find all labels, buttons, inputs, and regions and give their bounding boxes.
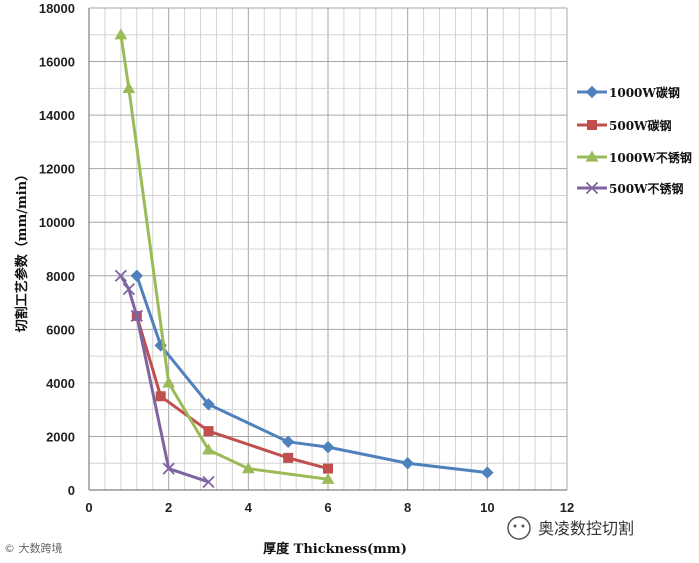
y-tick-label: 16000 [39, 55, 75, 70]
data-point [203, 426, 214, 437]
series-group [114, 28, 494, 489]
data-point [202, 475, 215, 489]
wechat-icon [507, 516, 531, 540]
y-tick-label: 18000 [39, 1, 75, 16]
data-point [241, 462, 255, 474]
legend: 1000W碳钢 500W碳钢 1000W不锈钢 500W不锈钢 [577, 85, 692, 196]
y-tick-label: 14000 [39, 108, 75, 123]
legend-item: 1000W不锈钢 [577, 150, 692, 165]
data-point [401, 457, 414, 470]
x-tick-label: 8 [404, 500, 411, 515]
data-point [323, 463, 333, 474]
brand-watermark: 奥凌数控切割 [507, 516, 634, 540]
grid [88, 7, 568, 491]
x-tick-label: 12 [560, 500, 574, 515]
legend-item: 500W碳钢 [577, 118, 672, 133]
legend-marker [585, 150, 599, 162]
data-point [162, 376, 176, 388]
data-point [481, 466, 494, 479]
series-4 [114, 269, 215, 489]
y-tick-label: 4000 [46, 376, 75, 391]
y-tick-label: 12000 [39, 162, 75, 177]
marker-stroke [114, 269, 128, 282]
y-tick-label: 2000 [46, 429, 75, 444]
marker-stroke [585, 181, 599, 195]
data-point [283, 452, 294, 463]
marker-stroke [122, 283, 135, 296]
legend-label: 1000W碳钢 [609, 85, 680, 100]
legend-label: 500W不锈钢 [609, 181, 684, 196]
legend-item: 1000W碳钢 [577, 85, 680, 100]
brand-watermark-text: 奥凌数控切割 [538, 519, 634, 538]
data-point [162, 462, 175, 475]
marker-stroke [202, 475, 215, 489]
data-point [114, 269, 128, 282]
corner-watermark: © 大数跨境 [4, 541, 63, 555]
legend-item: 500W不锈钢 [577, 181, 684, 196]
marker-stroke [162, 462, 175, 475]
data-point [202, 398, 215, 411]
x-tick-label: 0 [85, 500, 92, 515]
x-tick-label: 6 [324, 500, 331, 515]
x-axis-title: 厚度 Thickness(mm) [263, 541, 407, 557]
data-point [321, 472, 335, 484]
legend-marker [585, 85, 599, 99]
data-point [114, 28, 128, 40]
series-3 [114, 28, 335, 484]
y-tick-label: 6000 [46, 322, 75, 337]
legend-label: 500W碳钢 [609, 118, 672, 133]
marker-stroke [130, 309, 143, 323]
data-point [321, 440, 335, 454]
data-point [130, 269, 144, 282]
x-tick-label: 4 [245, 500, 253, 515]
x-tick-label: 10 [480, 500, 494, 515]
y-tick-label: 8000 [46, 269, 75, 284]
data-point [281, 435, 295, 449]
legend-marker [585, 181, 599, 195]
y-axis-title: 切割工艺参数（mm/min） [14, 168, 30, 332]
y-tick-label: 10000 [39, 215, 75, 230]
x-tick-label: 2 [165, 500, 172, 515]
data-point [202, 443, 215, 455]
legend-marker [587, 120, 597, 130]
series-line [119, 34, 329, 481]
legend-label: 1000W不锈钢 [609, 150, 692, 165]
y-tick-label: 0 [68, 483, 75, 498]
data-point [155, 391, 166, 402]
data-point [122, 81, 136, 93]
data-point [122, 283, 135, 296]
data-point [130, 309, 143, 323]
axes: 0 2 4 6 8 10 12 0 2000 4000 6000 8000 10000 12000 1400… [39, 1, 574, 515]
